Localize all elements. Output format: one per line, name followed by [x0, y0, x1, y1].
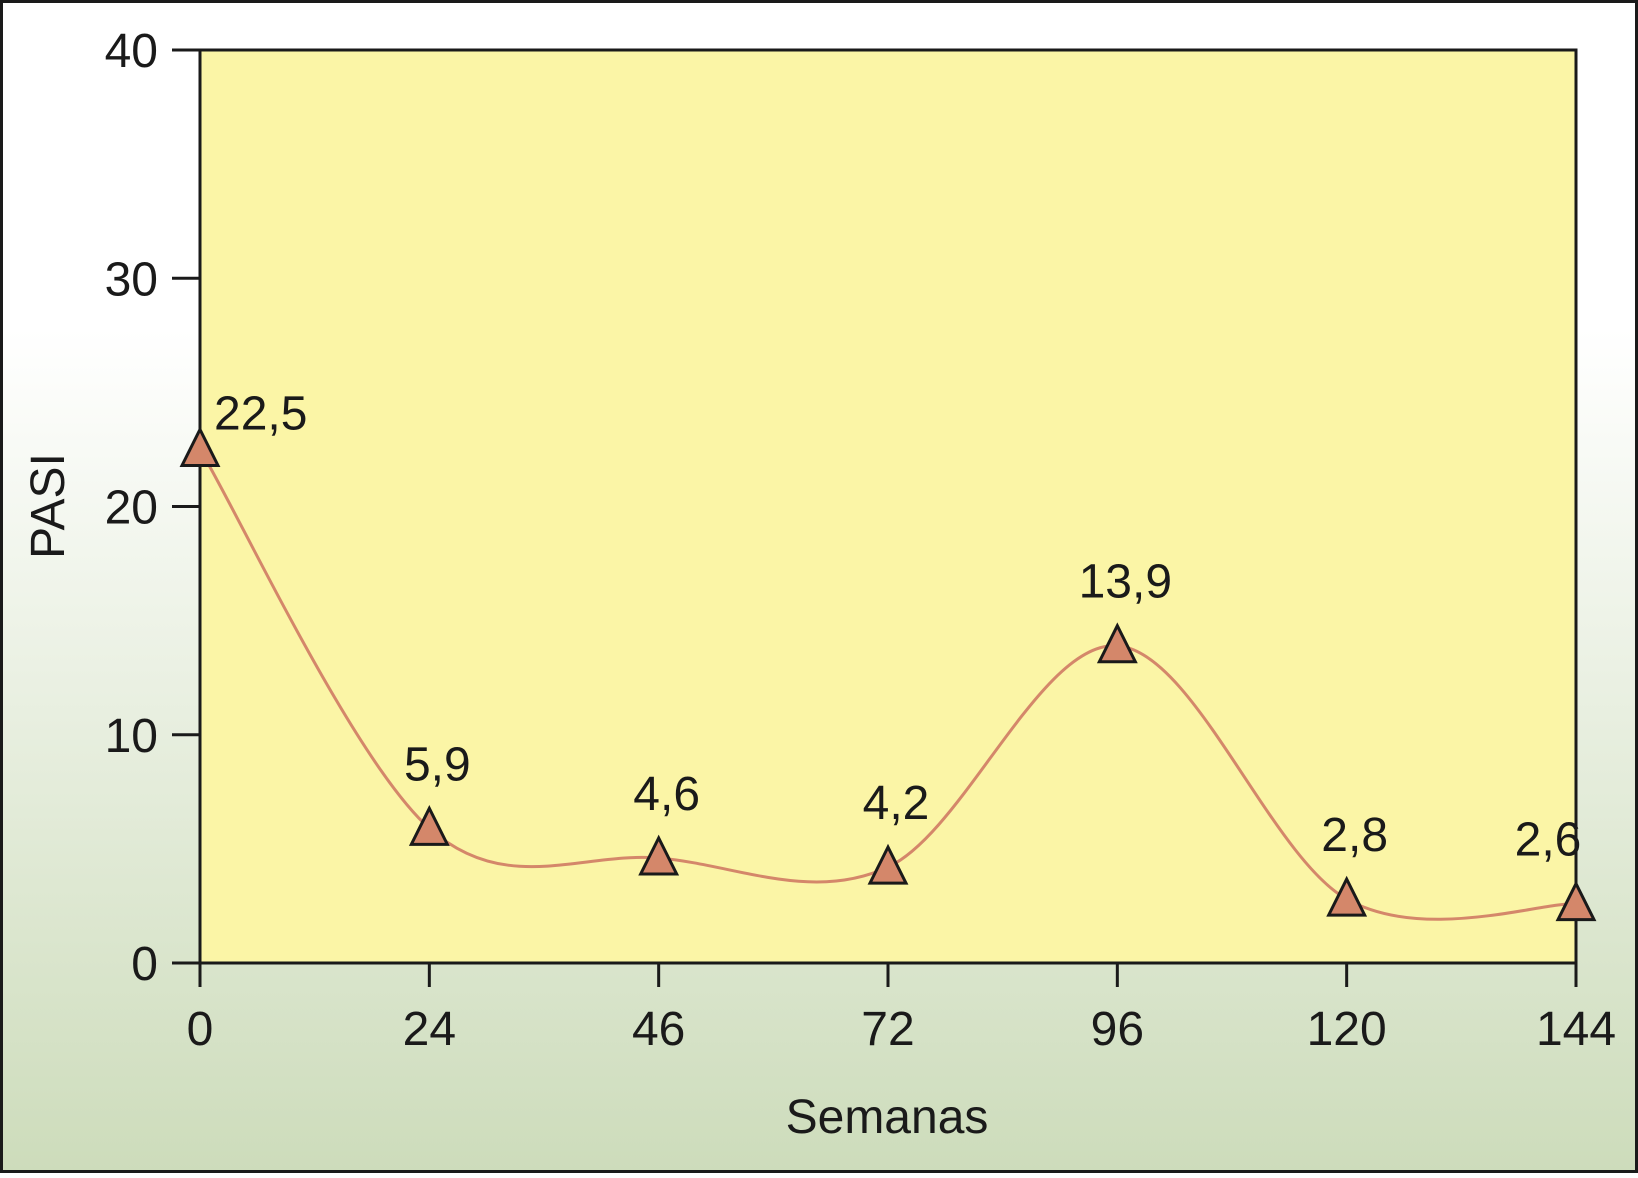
data-label: 4,2: [863, 777, 930, 830]
triangle-marker: [1555, 880, 1597, 922]
x-tick-label: 72: [861, 1003, 914, 1056]
y-tick-label: 30: [105, 253, 158, 306]
y-axis-title: PASI: [22, 453, 75, 559]
triangle-marker: [408, 804, 450, 846]
x-tick-label: 0: [187, 1003, 214, 1056]
data-label: 2,6: [1515, 814, 1582, 867]
x-axis-title: Semanas: [786, 1091, 989, 1144]
triangle-marker: [638, 834, 680, 876]
triangle-marker: [1326, 875, 1368, 917]
data-marks: 22,5 5,9 4,6 4,2 13,9 2,8 2,6: [179, 387, 1597, 922]
axes: [172, 48, 1578, 987]
x-tick-label: 24: [403, 1003, 456, 1056]
triangle-marker: [867, 843, 909, 885]
x-tick-label: 120: [1307, 1003, 1387, 1056]
x-tick-label: 144: [1536, 1003, 1616, 1056]
y-tick-label: 0: [131, 938, 158, 991]
y-tick-label: 40: [105, 25, 158, 78]
y-tick-label: 20: [105, 482, 158, 535]
data-label: 22,5: [214, 387, 307, 440]
triangle-marker: [179, 426, 221, 467]
x-tick-label: 46: [632, 1003, 685, 1056]
data-label: 4,6: [633, 768, 700, 821]
y-tick-label: 10: [105, 710, 158, 763]
x-tick-label: 96: [1091, 1003, 1144, 1056]
data-label: 13,9: [1079, 556, 1172, 609]
data-label: 2,8: [1321, 809, 1388, 862]
data-label: 5,9: [404, 738, 471, 791]
triangle-marker: [1096, 622, 1138, 664]
